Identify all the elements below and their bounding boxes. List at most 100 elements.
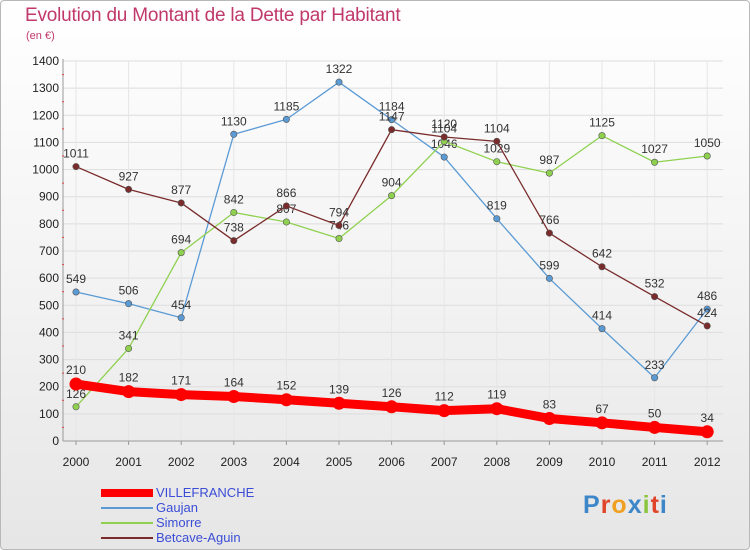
y-tick-label: 700: [39, 244, 59, 258]
data-label-villefranche: 34: [701, 411, 715, 425]
data-label-betcave-aguin: 424: [697, 306, 717, 320]
data-point-simorre: [72, 403, 80, 411]
data-point-gaujan: [545, 274, 553, 282]
data-label-villefranche: 164: [224, 375, 244, 389]
data-point-betcave-aguin: [125, 185, 133, 193]
data-point-betcave-aguin: [545, 229, 553, 237]
data-label-villefranche: 67: [595, 402, 609, 416]
legend-swatch: [101, 522, 153, 524]
data-label-betcave-aguin: 1011: [63, 147, 89, 161]
logo-letter: i: [642, 491, 651, 519]
data-label-gaujan: 486: [697, 289, 717, 303]
y-tick-label: 100: [39, 407, 59, 421]
data-point-gaujan: [282, 115, 290, 123]
data-label-villefranche: 152: [276, 379, 296, 393]
data-label-betcave-aguin: 642: [592, 247, 612, 261]
chart-subtitle: (en €): [26, 30, 55, 42]
x-tick-label: 2006: [378, 455, 405, 469]
data-label-villefranche: 50: [648, 406, 662, 420]
data-point-betcave-aguin: [493, 137, 501, 145]
data-label-betcave-aguin: 927: [119, 169, 139, 183]
data-point-simorre: [651, 158, 659, 166]
y-tick-label: 300: [39, 353, 59, 367]
x-tick-label: 2009: [536, 455, 563, 469]
y-tick-label: 600: [39, 271, 59, 285]
x-tick-label: 2001: [115, 455, 142, 469]
data-point-villefranche: [490, 402, 504, 416]
data-point-betcave-aguin: [282, 202, 290, 210]
data-point-gaujan: [493, 215, 501, 223]
data-point-betcave-aguin: [598, 263, 606, 271]
legend-item-betcave-aguin: Betcave-Aguin: [101, 530, 341, 545]
legend-item-villefranche: VILLEFRANCHE: [101, 485, 341, 500]
data-label-simorre: 1125: [589, 116, 615, 130]
x-tick-label: 2003: [220, 455, 247, 469]
legend-label: Gaujan: [156, 500, 198, 515]
y-tick-label: 1300: [32, 81, 59, 95]
x-tick-label: 2002: [168, 455, 195, 469]
legend-swatch: [101, 489, 153, 497]
y-tick-label: 0: [52, 434, 59, 448]
data-point-betcave-aguin: [388, 126, 396, 134]
data-label-gaujan: 454: [171, 298, 191, 312]
x-tick-label: 2000: [63, 455, 90, 469]
data-label-gaujan: 549: [66, 272, 86, 286]
y-tick-label: 1200: [32, 108, 59, 122]
data-point-gaujan: [72, 288, 80, 296]
legend-item-simorre: Simorre: [101, 515, 341, 530]
data-point-villefranche: [279, 393, 293, 407]
data-label-simorre: 1104: [431, 121, 457, 135]
data-point-simorre: [598, 132, 606, 140]
data-label-villefranche: 171: [171, 374, 191, 388]
y-tick-label: 400: [39, 325, 59, 339]
data-point-gaujan: [598, 325, 606, 333]
y-tick-label: 1400: [32, 54, 59, 68]
data-label-simorre: 842: [224, 192, 244, 206]
y-tick-label: 1000: [32, 163, 59, 177]
data-point-villefranche: [69, 377, 83, 391]
data-point-betcave-aguin: [177, 199, 185, 207]
data-point-villefranche: [174, 388, 188, 402]
data-point-villefranche: [595, 416, 609, 430]
data-label-gaujan: 233: [645, 358, 665, 372]
data-label-gaujan: 599: [539, 258, 559, 272]
logo-letter: P: [583, 491, 601, 519]
data-point-gaujan: [440, 153, 448, 161]
data-point-simorre: [230, 208, 238, 216]
data-label-villefranche: 119: [487, 388, 506, 402]
logo-letter: o: [611, 491, 628, 519]
data-label-gaujan: 1184: [379, 100, 405, 114]
data-point-gaujan: [177, 314, 185, 322]
data-label-simorre: 1027: [641, 142, 668, 156]
data-label-gaujan: 1185: [273, 99, 299, 113]
data-label-villefranche: 210: [66, 363, 86, 377]
data-label-simorre: 341: [119, 328, 139, 342]
legend-label: VILLEFRANCHE: [156, 485, 255, 500]
data-point-gaujan: [651, 374, 659, 382]
data-point-gaujan: [335, 78, 343, 86]
logo-letter: i: [659, 491, 668, 519]
data-point-simorre: [177, 249, 185, 257]
data-label-betcave-aguin: 1104: [484, 121, 510, 135]
data-label-simorre: 1050: [694, 136, 721, 150]
data-label-betcave-aguin: 532: [645, 277, 665, 291]
proxiti-logo: Proxiti: [583, 491, 668, 520]
data-label-betcave-aguin: 1120: [431, 117, 457, 131]
data-label-betcave-aguin: 766: [539, 213, 559, 227]
logo-letter: t: [650, 491, 660, 519]
data-point-betcave-aguin: [230, 237, 238, 245]
data-label-gaujan: 414: [592, 309, 612, 323]
data-point-gaujan: [230, 130, 238, 138]
data-point-villefranche: [648, 420, 662, 434]
data-point-villefranche: [332, 396, 346, 410]
y-tick-label: 1100: [33, 135, 59, 149]
data-point-betcave-aguin: [703, 322, 711, 330]
legend: VILLEFRANCHE Gaujan Simorre Betcave-Aguin: [101, 485, 341, 545]
chart-title: Evolution du Montant de la Dette par Hab…: [25, 5, 401, 26]
data-point-simorre: [282, 218, 290, 226]
data-point-villefranche: [122, 385, 136, 399]
y-tick-label: 800: [39, 217, 59, 231]
legend-swatch: [101, 507, 153, 509]
data-label-betcave-aguin: 738: [224, 221, 244, 235]
